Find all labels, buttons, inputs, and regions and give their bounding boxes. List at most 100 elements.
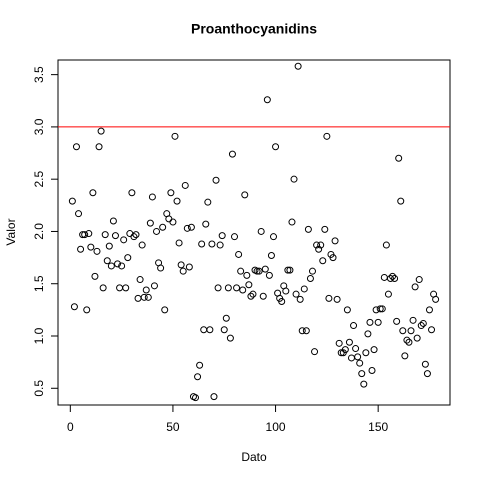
point <box>122 284 130 292</box>
point <box>105 242 113 250</box>
point <box>259 292 267 300</box>
point <box>272 143 280 151</box>
point <box>75 210 83 218</box>
point <box>370 346 378 354</box>
y-tick-label: 3.5 <box>32 66 46 83</box>
point <box>395 154 403 162</box>
point <box>202 220 210 228</box>
point <box>347 354 355 362</box>
point <box>128 189 136 197</box>
point <box>118 262 126 270</box>
point <box>286 266 294 274</box>
point <box>237 267 245 275</box>
point <box>382 241 390 249</box>
point <box>317 241 325 249</box>
point <box>267 252 275 259</box>
point <box>231 233 239 241</box>
point <box>206 326 214 334</box>
point <box>399 327 407 335</box>
point <box>415 276 423 284</box>
point <box>89 189 97 197</box>
point <box>243 271 251 279</box>
point <box>157 264 165 272</box>
point <box>97 127 105 135</box>
point <box>341 346 349 354</box>
point <box>419 319 427 327</box>
point <box>296 295 304 303</box>
point <box>407 327 415 335</box>
x-axis-label: Dato <box>241 450 267 464</box>
point <box>214 284 222 292</box>
point <box>366 318 374 326</box>
point <box>228 150 236 158</box>
point <box>313 241 321 249</box>
point <box>222 314 230 322</box>
point <box>187 223 195 231</box>
point <box>216 241 224 249</box>
point <box>321 225 329 233</box>
point <box>198 240 206 248</box>
point <box>391 275 399 282</box>
point <box>208 240 216 248</box>
point <box>389 272 397 280</box>
point <box>146 219 154 227</box>
point <box>148 193 156 201</box>
point <box>356 359 364 367</box>
point <box>181 181 189 189</box>
point <box>249 290 257 298</box>
point <box>304 225 312 233</box>
point <box>374 318 382 326</box>
point <box>333 295 341 303</box>
point <box>134 294 142 302</box>
point <box>194 373 202 381</box>
point <box>220 326 228 334</box>
point <box>362 349 370 357</box>
point <box>114 260 122 268</box>
point <box>218 232 226 240</box>
point <box>77 245 85 253</box>
point <box>179 267 187 275</box>
point <box>224 284 232 292</box>
point <box>376 305 384 313</box>
point <box>120 236 128 244</box>
point <box>159 223 167 231</box>
point <box>284 266 292 274</box>
point <box>210 393 218 401</box>
point <box>130 233 138 241</box>
point <box>204 198 212 206</box>
point <box>298 327 306 335</box>
point <box>107 262 115 270</box>
point <box>354 353 362 361</box>
point <box>239 286 247 294</box>
point <box>323 132 331 140</box>
point <box>308 267 316 275</box>
point <box>421 360 429 368</box>
point <box>83 306 91 314</box>
point <box>144 293 152 301</box>
point <box>364 330 372 338</box>
y-axis-label: Valor <box>4 218 18 245</box>
point <box>261 265 269 273</box>
point <box>103 257 111 265</box>
point <box>150 282 158 290</box>
point <box>136 276 144 284</box>
point <box>315 245 323 253</box>
point <box>319 257 327 265</box>
point <box>265 271 273 279</box>
y-tick-label: 1.0 <box>32 327 46 344</box>
point <box>345 338 353 346</box>
point <box>401 352 409 360</box>
point <box>70 303 78 311</box>
point <box>368 367 376 374</box>
point <box>325 294 333 302</box>
point <box>200 326 208 334</box>
point <box>335 339 343 347</box>
point <box>241 191 249 199</box>
point <box>352 345 360 353</box>
point <box>87 243 95 251</box>
point <box>393 317 401 325</box>
y-tick-label: 3.0 <box>32 118 46 135</box>
point <box>288 218 296 226</box>
point <box>192 394 200 402</box>
point <box>175 239 183 247</box>
